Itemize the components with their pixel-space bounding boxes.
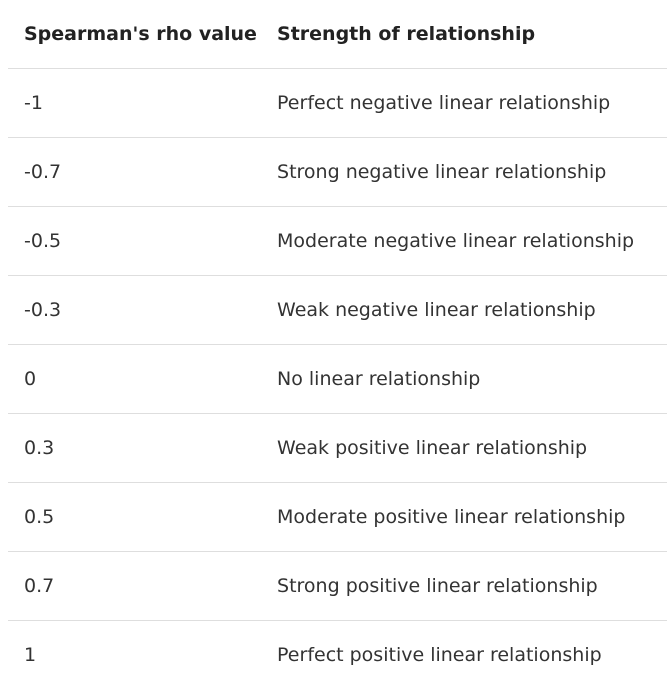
rho-value-cell: 0.3 xyxy=(8,414,261,483)
correlation-strength-table: Spearman's rho value Strength of relatio… xyxy=(8,0,667,689)
table-row: -0.7 Strong negative linear relationship xyxy=(8,138,667,207)
strength-cell: Weak negative linear relationship xyxy=(261,276,667,345)
strength-cell: Perfect positive linear relationship xyxy=(261,621,667,689)
rho-value-cell: 0 xyxy=(8,345,261,414)
strength-cell: Moderate positive linear relationship xyxy=(261,483,667,552)
table-row: 0.7 Strong positive linear relationship xyxy=(8,552,667,621)
strength-cell: Strong negative linear relationship xyxy=(261,138,667,207)
strength-cell: Weak positive linear relationship xyxy=(261,414,667,483)
column-header-strength: Strength of relationship xyxy=(261,0,667,69)
rho-value-cell: -0.3 xyxy=(8,276,261,345)
table-row: 0.5 Moderate positive linear relationshi… xyxy=(8,483,667,552)
rho-value-cell: 0.7 xyxy=(8,552,261,621)
table-row: -0.5 Moderate negative linear relationsh… xyxy=(8,207,667,276)
rho-value-cell: -0.7 xyxy=(8,138,261,207)
table-row: 0.3 Weak positive linear relationship xyxy=(8,414,667,483)
rho-value-cell: -0.5 xyxy=(8,207,261,276)
strength-cell: Strong positive linear relationship xyxy=(261,552,667,621)
strength-cell: Moderate negative linear relationship xyxy=(261,207,667,276)
rho-value-cell: 0.5 xyxy=(8,483,261,552)
table-row: 1 Perfect positive linear relationship xyxy=(8,621,667,689)
rho-value-cell: -1 xyxy=(8,69,261,138)
strength-cell: Perfect negative linear relationship xyxy=(261,69,667,138)
table-row: -1 Perfect negative linear relationship xyxy=(8,69,667,138)
strength-cell: No linear relationship xyxy=(261,345,667,414)
table-row: -0.3 Weak negative linear relationship xyxy=(8,276,667,345)
column-header-rho: Spearman's rho value xyxy=(8,0,261,69)
table-row: 0 No linear relationship xyxy=(8,345,667,414)
rho-value-cell: 1 xyxy=(8,621,261,689)
table-header-row: Spearman's rho value Strength of relatio… xyxy=(8,0,667,69)
